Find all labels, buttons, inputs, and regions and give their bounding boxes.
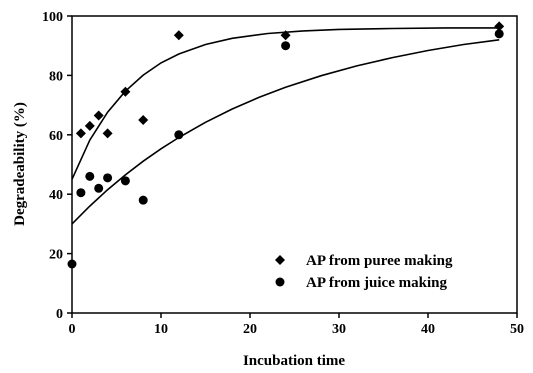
- fit-curves: [71, 27, 500, 225]
- x-tick-label: 40: [421, 322, 435, 337]
- legend-label-1: AP from puree making: [306, 253, 453, 269]
- circle-point: [174, 130, 184, 140]
- circle-point: [76, 188, 86, 198]
- circle-point: [494, 29, 504, 39]
- legend-marker-2: [275, 277, 285, 287]
- diamond-point: [75, 128, 86, 139]
- circle-point: [103, 173, 113, 183]
- data-points: [67, 21, 505, 269]
- circle-point: [120, 176, 130, 186]
- circle-point: [281, 41, 291, 51]
- y-tick-label: 40: [49, 188, 63, 203]
- circle-point: [138, 195, 148, 205]
- fit-curve-1: [71, 27, 500, 180]
- circle-point: [67, 259, 77, 269]
- axes: 0 10 20 30 40 50 0 20 40 60 80 100: [42, 10, 524, 337]
- y-tick-label: 100: [42, 10, 63, 25]
- plot-frame: [71, 15, 518, 314]
- legend-label-2: AP from juice making: [306, 275, 447, 291]
- x-tick-label: 0: [69, 322, 76, 337]
- x-tick-label: 30: [332, 322, 346, 337]
- x-tick-label: 20: [243, 322, 257, 337]
- diamond-point: [494, 21, 505, 32]
- diamond-point: [173, 30, 184, 41]
- y-tick-label: 20: [49, 248, 63, 263]
- diamond-point: [280, 30, 291, 41]
- x-axis-title: Incubation time: [243, 353, 345, 369]
- diamond-point: [102, 128, 113, 139]
- circle-point: [85, 171, 95, 181]
- diamond-point: [120, 86, 131, 97]
- circle-point: [94, 183, 104, 193]
- diamond-point: [138, 114, 149, 125]
- diamond-point: [84, 120, 95, 131]
- y-tick-label: 80: [49, 69, 63, 84]
- x-tick-label: 50: [510, 322, 524, 337]
- y-axis-title: Degradeability (%): [12, 102, 28, 226]
- fit-curve-2: [71, 39, 500, 225]
- legend-marker-1: [275, 255, 285, 265]
- diamond-point: [93, 110, 104, 121]
- legend: AP from puree making AP from juice making: [275, 253, 453, 291]
- y-tick-label: 0: [56, 307, 63, 322]
- y-tick-label: 60: [49, 129, 63, 144]
- x-tick-label: 10: [154, 322, 168, 337]
